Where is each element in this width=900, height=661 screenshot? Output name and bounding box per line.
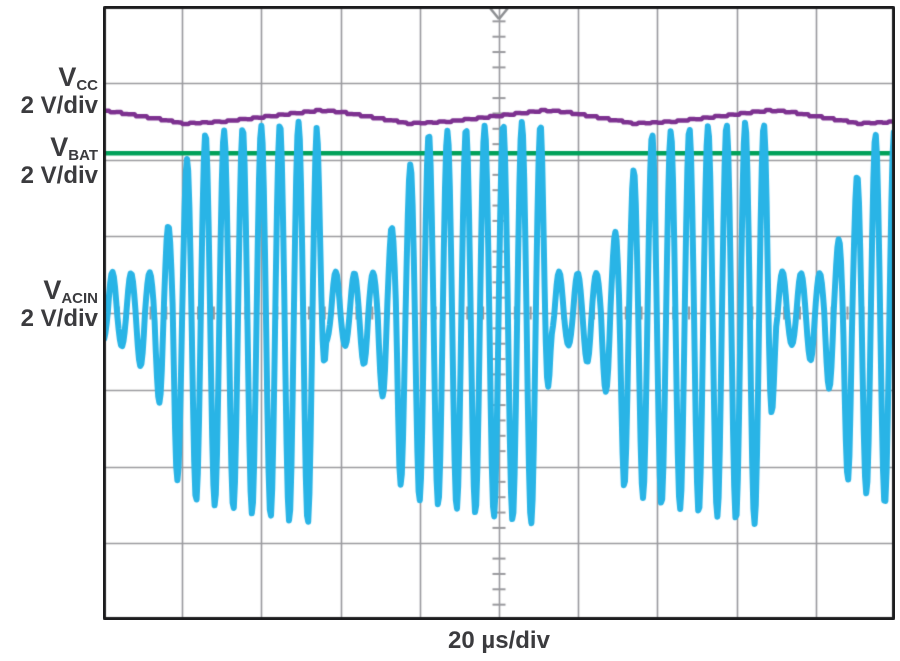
vcc-trace-name: VCC bbox=[58, 62, 98, 94]
oscilloscope-plot-canvas bbox=[103, 6, 895, 620]
vacin-trace-label: VACIN 2 V/div bbox=[0, 276, 98, 332]
vbat-trace-scale: 2 V/div bbox=[20, 162, 98, 190]
vacin-trace-name: VACIN bbox=[43, 275, 98, 307]
vbat-trace-label: VBAT 2 V/div bbox=[0, 133, 98, 189]
vcc-trace-scale: 2 V/div bbox=[20, 92, 98, 120]
vacin-trace-scale: 2 V/div bbox=[20, 305, 98, 333]
vcc-trace-label: VCC 2 V/div bbox=[0, 63, 98, 119]
time-scale-label: 20 µs/div bbox=[448, 627, 550, 654]
vbat-trace-name: VBAT bbox=[50, 132, 98, 164]
